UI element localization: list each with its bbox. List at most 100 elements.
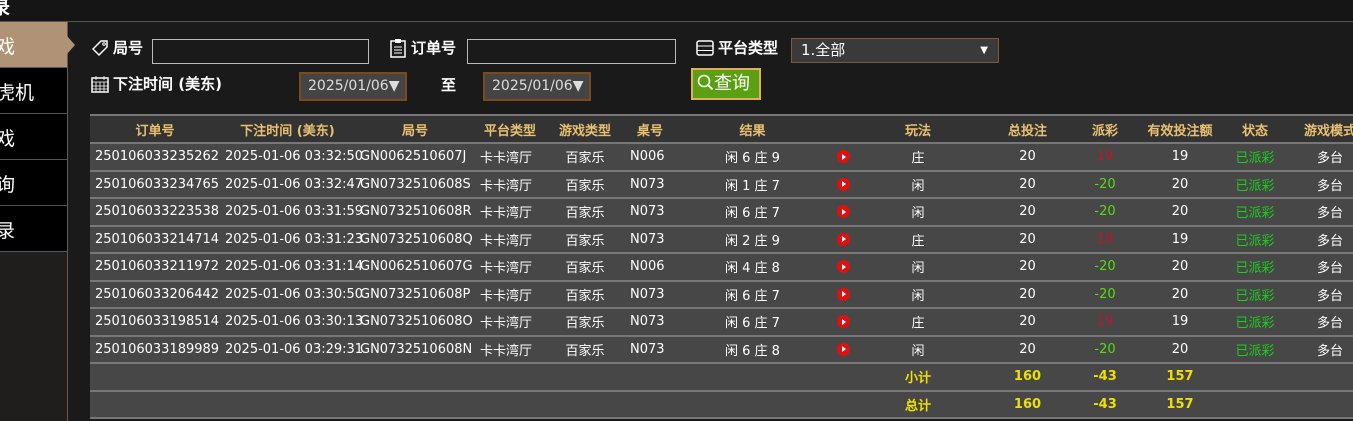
play-video-icon[interactable]	[836, 342, 850, 356]
column-header: 状态	[1225, 114, 1285, 144]
play-video-icon[interactable]	[836, 205, 850, 219]
valid-bet: 20	[1135, 170, 1225, 199]
bet-type: 闲	[856, 170, 980, 199]
table-id: N006	[625, 143, 675, 172]
status: 已派彩	[1225, 198, 1285, 227]
valid-bet: 19	[1135, 308, 1225, 337]
round-input[interactable]	[152, 39, 369, 64]
column-header: 结果	[675, 114, 830, 144]
result: 闲 6 庄 9	[675, 143, 830, 172]
payout: 19	[1075, 308, 1135, 337]
game-mode: 多台	[1285, 225, 1353, 254]
sidebar-item-2[interactable]: 戏	[0, 114, 67, 160]
game-mode: 多台	[1285, 198, 1353, 227]
round-id: GN0732510608S	[355, 170, 475, 199]
bet-type: 闲	[856, 280, 980, 309]
result: 闲 4 庄 8	[675, 253, 830, 282]
subtotal-bet: 160	[980, 363, 1075, 392]
query-button[interactable]: 查询	[691, 68, 761, 100]
sidebar-item-label: 戏	[0, 36, 16, 58]
game-type: 百家乐	[545, 170, 625, 199]
valid-bet: 19	[1135, 143, 1225, 172]
total-bet: 20	[980, 170, 1075, 199]
replay-cell	[830, 170, 856, 199]
table-id: N073	[625, 335, 675, 364]
play-video-icon[interactable]	[836, 315, 850, 329]
date-to-picker[interactable]: 2025/01/06▼	[483, 72, 591, 101]
spacer	[90, 363, 856, 392]
play-video-icon[interactable]	[836, 260, 850, 274]
play-video-icon[interactable]	[836, 287, 850, 301]
platform: 卡卡湾厅	[475, 253, 545, 282]
sidebar-item-label: 戏	[0, 128, 16, 150]
play-video-icon[interactable]	[836, 150, 850, 164]
total-label: 总计	[856, 390, 980, 419]
date-from-picker[interactable]: 2025/01/06▼	[299, 72, 407, 101]
chevron-down-icon: ▼	[980, 45, 988, 56]
server-icon	[696, 39, 714, 56]
calendar-icon	[91, 75, 109, 93]
result: 闲 6 庄 7	[675, 308, 830, 337]
round-id: GN0732510608R	[355, 198, 475, 227]
play-video-icon[interactable]	[836, 232, 850, 246]
total-valid: 157	[1135, 390, 1225, 419]
round-label-text: 局号	[113, 39, 144, 57]
sidebar-item-4[interactable]: 录	[0, 206, 67, 252]
status: 已派彩	[1225, 308, 1285, 337]
top-bar: 录	[0, 0, 1353, 22]
platform: 卡卡湾厅	[475, 280, 545, 309]
game-mode: 多台	[1285, 280, 1353, 309]
replay-cell	[830, 143, 856, 172]
replay-cell	[830, 253, 856, 282]
payout: -20	[1075, 170, 1135, 199]
order-id: 250106033198514	[90, 308, 220, 337]
sidebar-item-0[interactable]: 戏	[0, 22, 75, 68]
replay-cell	[830, 225, 856, 254]
status: 已派彩	[1225, 170, 1285, 199]
total-bet: 160	[980, 390, 1075, 419]
platform: 卡卡湾厅	[475, 335, 545, 364]
valid-bet: 20	[1135, 253, 1225, 282]
bet-time: 2025-01-06 03:31:14	[220, 253, 363, 282]
sidebar-item-label: 询	[0, 174, 16, 196]
order-id: 250106033234765	[90, 170, 220, 199]
result: 闲 2 庄 9	[675, 225, 830, 254]
round-id: GN0732510608P	[355, 280, 475, 309]
status: 已派彩	[1225, 280, 1285, 309]
order-label: 订单号	[389, 37, 456, 58]
payout: -20	[1075, 198, 1135, 227]
bet-type: 庄	[856, 143, 980, 172]
play-video-icon[interactable]	[836, 177, 850, 191]
clipboard-icon	[390, 38, 406, 58]
status: 已派彩	[1225, 143, 1285, 172]
platform: 卡卡湾厅	[475, 225, 545, 254]
spacer	[1225, 363, 1353, 392]
query-button-label: 查询	[714, 73, 750, 94]
bet-time: 2025-01-06 03:31:23	[220, 225, 363, 254]
payout: -20	[1075, 335, 1135, 364]
table-row: 250106033211972 2025-01-06 03:31:14 GN0062…	[90, 253, 1353, 282]
table-id: N073	[625, 198, 675, 227]
bet-type: 闲	[856, 253, 980, 282]
platform: 卡卡湾厅	[475, 308, 545, 337]
total-bet: 20	[980, 280, 1075, 309]
valid-bet: 19	[1135, 225, 1225, 254]
platform: 卡卡湾厅	[475, 170, 545, 199]
platform-select[interactable]: 1.全部 ▼	[791, 38, 999, 63]
total-bet: 20	[980, 225, 1075, 254]
sidebar-item-3[interactable]: 询	[0, 160, 67, 206]
round-id: GN0732510608Q	[355, 225, 475, 254]
total-bet: 20	[980, 143, 1075, 172]
bet-time: 2025-01-06 03:30:50	[220, 280, 363, 309]
order-id: 250106033223538	[90, 198, 220, 227]
order-input[interactable]	[467, 39, 676, 64]
table-row: 250106033214714 2025-01-06 03:31:23 GN0732…	[90, 225, 1353, 254]
bet-records-table: 订单号 下注时间 (美东) 局号 平台类型 游戏类型 桌号 结果 玩法 总投注 派彩 有效投注额 状态…	[90, 114, 1353, 419]
bet-time: 2025-01-06 03:30:13	[220, 308, 363, 337]
sidebar-item-1[interactable]: 虎机	[0, 68, 67, 114]
column-header: 订单号	[90, 114, 220, 144]
game-mode: 多台	[1285, 143, 1353, 172]
replay-cell	[830, 198, 856, 227]
column-header: 派彩	[1075, 114, 1135, 144]
subtotal-payout: -43	[1075, 363, 1135, 392]
